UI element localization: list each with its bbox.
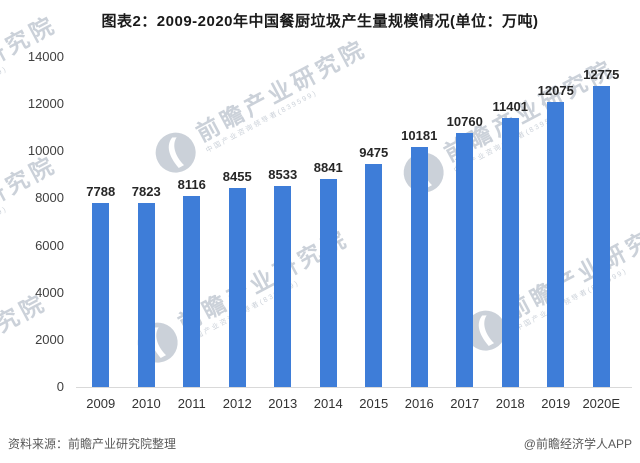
x-axis-tick-label: 2019 bbox=[541, 396, 571, 411]
bar-2018 bbox=[501, 118, 519, 387]
x-axis-tick-label: 2014 bbox=[313, 396, 343, 411]
chart-title: 图表2：2009-2020年中国餐厨垃圾产生量规模情况(单位：万吨) bbox=[101, 13, 539, 30]
value-label-2013: 8533 bbox=[268, 166, 298, 182]
bar-2011 bbox=[183, 195, 201, 387]
bar-2010 bbox=[137, 202, 155, 387]
bar-2019 bbox=[547, 102, 565, 387]
value-label-2012: 8455 bbox=[222, 168, 252, 184]
x-axis-tick-label: 2012 bbox=[222, 396, 252, 411]
value-label-2010: 7823 bbox=[131, 183, 161, 199]
value-label-2018: 11401 bbox=[492, 99, 528, 115]
y-axis-tick-label: 6000 bbox=[35, 237, 64, 253]
x-axis-tick-label: 2015 bbox=[359, 396, 389, 411]
footer-bar: 资料来源：前瞻产业研究院整理 @前瞻经济学人APP bbox=[8, 435, 632, 452]
bar-2020E bbox=[592, 85, 610, 387]
y-axis-tick-label: 2000 bbox=[35, 331, 64, 347]
x-axis-tick-label: 2013 bbox=[268, 396, 298, 411]
source-note: 资料来源：前瞻产业研究院整理 bbox=[8, 437, 177, 451]
bar-2014 bbox=[319, 178, 337, 387]
x-axis-tick-label: 2009 bbox=[86, 396, 116, 411]
bar-2015 bbox=[365, 163, 383, 387]
x-axis-tick-label: 2016 bbox=[404, 396, 434, 411]
y-axis-tick-label: 8000 bbox=[35, 190, 64, 206]
value-label-2019: 12075 bbox=[537, 83, 574, 99]
value-label-2017: 10760 bbox=[446, 114, 483, 130]
x-axis-line bbox=[76, 387, 632, 388]
y-axis-tick-label: 0 bbox=[56, 379, 64, 394]
bar-2012 bbox=[228, 187, 246, 387]
brand-credit: @前瞻经济学人APP bbox=[523, 437, 632, 451]
x-axis-tick-label: 2017 bbox=[450, 396, 480, 411]
bar-2017 bbox=[456, 133, 474, 387]
bar-2013 bbox=[274, 185, 292, 387]
value-label-2009: 7788 bbox=[86, 184, 116, 200]
y-axis-tick-label: 10000 bbox=[27, 143, 64, 159]
value-label-2011: 8116 bbox=[177, 176, 206, 192]
value-label-2016: 10181 bbox=[401, 128, 438, 144]
y-axis-tick-label: 12000 bbox=[27, 96, 64, 112]
x-axis-tick-label: 2011 bbox=[177, 396, 206, 411]
y-axis-tick-label: 14000 bbox=[27, 49, 64, 64]
bar-2009 bbox=[92, 203, 110, 387]
value-label-2020E: 12775 bbox=[583, 66, 620, 82]
x-axis-tick-label: 2020E bbox=[582, 396, 621, 411]
value-label-2014: 8841 bbox=[313, 159, 343, 175]
x-axis-tick-label: 2018 bbox=[495, 396, 525, 411]
y-axis-tick-label: 4000 bbox=[35, 284, 64, 300]
value-label-2015: 9475 bbox=[359, 144, 389, 160]
bar-2016 bbox=[410, 147, 428, 387]
x-axis-tick-label: 2010 bbox=[131, 396, 161, 411]
